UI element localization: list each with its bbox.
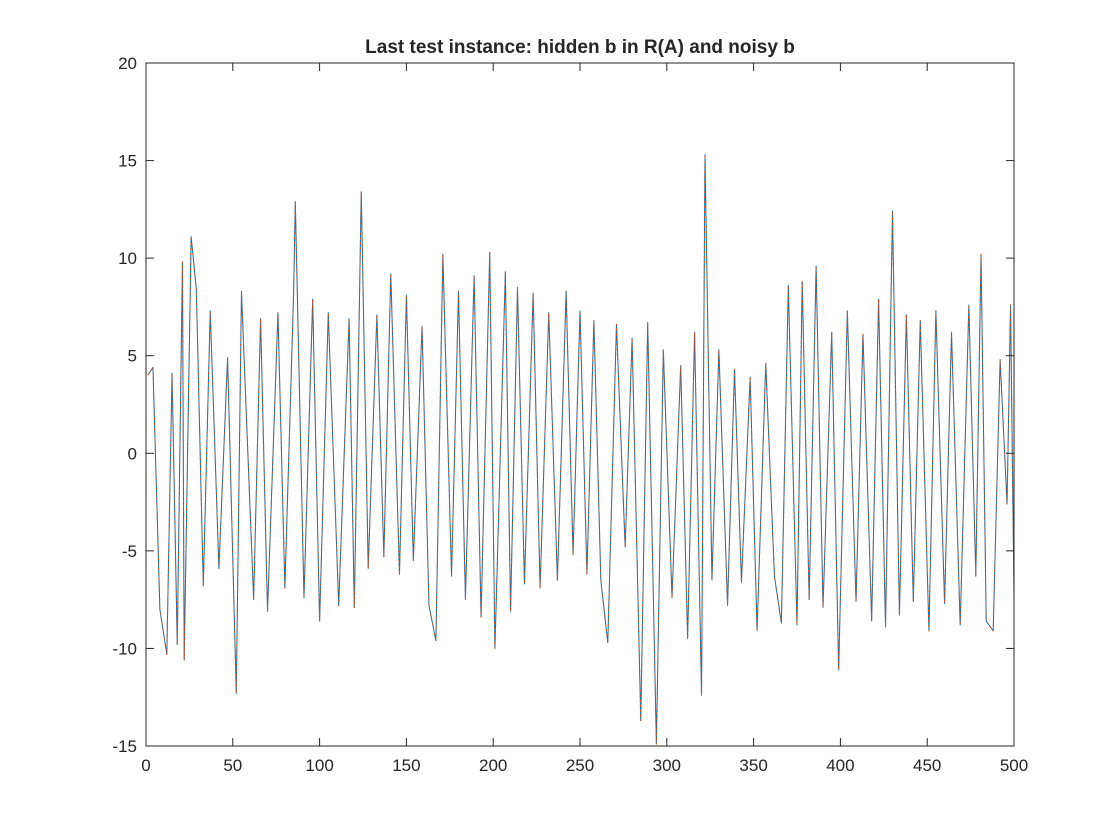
x-tick-label: 350: [739, 756, 767, 775]
y-tick-label: 0: [128, 444, 137, 463]
x-tick-label: 100: [305, 756, 333, 775]
y-tick-label: -10: [112, 639, 137, 658]
x-tick-label: 200: [479, 756, 507, 775]
chart-title: Last test instance: hidden b in R(A) and…: [365, 37, 795, 58]
y-tick-label: -15: [112, 737, 137, 756]
x-axis: 0 50 100 150 200 250 300 350 400 450 500: [141, 63, 1028, 775]
x-tick-label: 450: [913, 756, 941, 775]
y-tick-label: 15: [118, 152, 137, 171]
y-tick-label: 10: [118, 249, 137, 268]
y-tick-label: 5: [128, 347, 137, 366]
series-line-2: [147, 154, 1015, 745]
x-tick-label: 50: [223, 756, 242, 775]
y-tick-label: -5: [122, 542, 137, 561]
x-tick-label: 0: [141, 756, 150, 775]
x-tick-label: 250: [566, 756, 594, 775]
x-tick-label: 150: [392, 756, 420, 775]
x-tick-label: 400: [826, 756, 854, 775]
y-tick-label: 20: [118, 54, 137, 73]
x-tick-label: 500: [1000, 756, 1028, 775]
series-layer: [147, 154, 1015, 745]
y-axis: -15 -10 -5 0 5 10 15 20: [112, 54, 1014, 756]
x-tick-label: 300: [653, 756, 681, 775]
